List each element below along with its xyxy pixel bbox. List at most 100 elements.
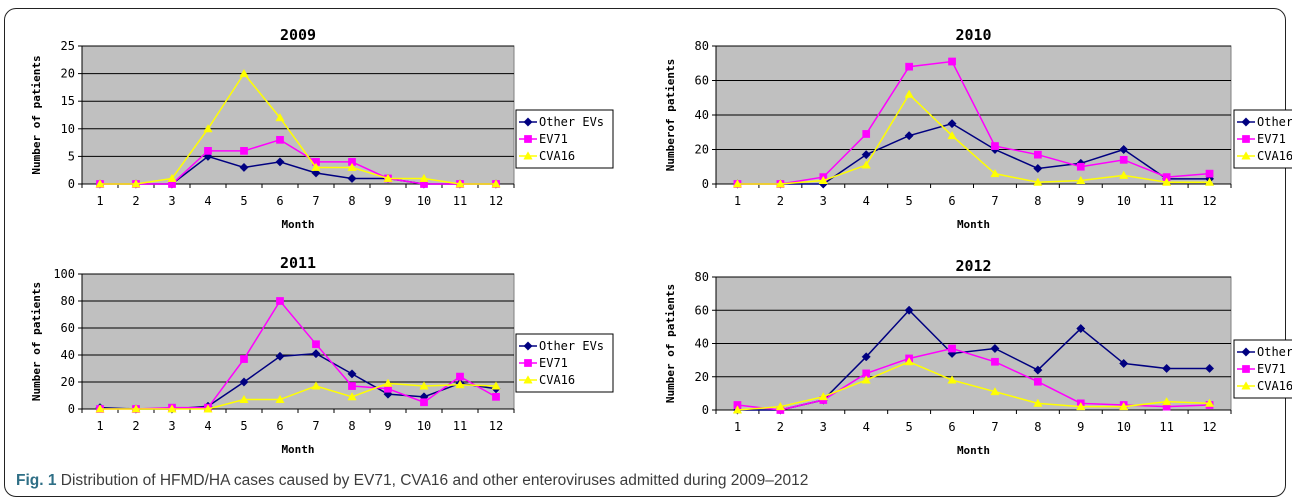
data-point — [1205, 169, 1214, 178]
legend-marker — [1241, 151, 1251, 160]
data-point — [904, 131, 914, 141]
data-point — [1034, 377, 1042, 386]
series-line-other-evs — [737, 122, 1210, 185]
data-point — [1161, 177, 1172, 186]
x-tick-label: 12 — [1202, 194, 1216, 208]
x-tick-label: 8 — [348, 194, 355, 208]
x-tick-label: 1 — [734, 194, 741, 208]
y-tick-label: 10 — [61, 122, 75, 136]
data-point — [239, 394, 249, 403]
x-tick-label: 6 — [276, 194, 283, 208]
data-point — [1204, 177, 1215, 186]
x-axis-label: Month — [957, 218, 990, 231]
data-point — [311, 162, 321, 171]
y-tick-label: 80 — [695, 39, 709, 53]
caption-label: Fig. 1 — [16, 472, 57, 489]
data-point — [239, 162, 249, 172]
x-tick-label: 8 — [1034, 194, 1041, 208]
x-tick-label: 7 — [312, 419, 319, 433]
data-point — [1076, 401, 1086, 411]
y-tick-label: 80 — [695, 270, 709, 284]
y-tick-label: 0 — [702, 403, 709, 417]
data-point — [1204, 398, 1215, 407]
legend-marker — [1242, 135, 1250, 143]
x-tick-label: 11 — [1159, 420, 1173, 434]
data-point — [1119, 170, 1129, 179]
legend-label: Other EVs — [539, 339, 604, 353]
data-point — [1076, 323, 1086, 334]
data-point — [347, 369, 357, 379]
x-tick-label: 12 — [1202, 420, 1216, 434]
y-axis-label: Number of patients — [30, 55, 43, 174]
chart-title: 2011 — [280, 254, 316, 272]
figure-caption: Fig. 1 Distribution of HFMD/HA cases cau… — [16, 472, 808, 490]
data-point — [904, 357, 914, 366]
legend-label: Other EVs — [1257, 115, 1292, 129]
x-tick-label: 12 — [489, 194, 503, 208]
data-point — [383, 173, 393, 182]
x-tick-label: 8 — [348, 419, 355, 433]
x-tick-label: 4 — [204, 419, 211, 433]
x-tick-label: 10 — [417, 419, 431, 433]
y-tick-label: 20 — [695, 370, 709, 384]
series-line-ev71 — [100, 139, 496, 185]
data-point — [240, 355, 248, 363]
data-point — [1033, 177, 1043, 186]
data-point — [203, 124, 213, 133]
data-point — [491, 381, 501, 390]
data-point — [275, 113, 285, 122]
x-tick-label: 7 — [991, 420, 998, 434]
x-tick-label: 3 — [168, 194, 175, 208]
chart-title: 2010 — [955, 26, 991, 44]
chart-title: 2009 — [280, 26, 316, 44]
data-point — [1119, 144, 1129, 155]
data-point — [239, 68, 249, 78]
x-tick-label: 1 — [734, 420, 741, 434]
legend-marker — [524, 135, 532, 143]
data-point — [947, 119, 957, 129]
x-tick-label: 10 — [1116, 194, 1130, 208]
legend-label: CVA16 — [1257, 379, 1292, 393]
y-tick-label: 60 — [695, 303, 709, 317]
x-tick-label: 5 — [240, 419, 247, 433]
y-tick-label: 15 — [61, 94, 75, 108]
legend: Other EVs EV71 CVA16 — [515, 109, 614, 169]
x-tick-label: 9 — [384, 419, 391, 433]
legend: Other EVs EV71 CVA16 — [1233, 339, 1292, 399]
x-tick-label: 2 — [777, 420, 784, 434]
legend-label: Other EVs — [539, 115, 604, 129]
data-point — [348, 382, 356, 390]
x-tick-label: 4 — [863, 194, 870, 208]
y-axis-label: Number of patients — [30, 282, 43, 401]
x-tick-label: 3 — [168, 419, 175, 433]
y-axis-label: Number of patients — [664, 284, 677, 403]
figure-frame — [4, 8, 1286, 497]
x-axis-label: Month — [281, 218, 314, 231]
x-tick-label: 9 — [1077, 194, 1084, 208]
x-tick-label: 1 — [96, 194, 103, 208]
data-point — [947, 375, 957, 384]
data-point — [861, 375, 871, 384]
data-point — [905, 62, 913, 71]
y-tick-label: 60 — [61, 321, 75, 335]
legend: Other EVs EV71 CVA16 — [1233, 109, 1292, 169]
legend-label: CVA16 — [539, 149, 575, 163]
data-point — [347, 173, 357, 184]
x-tick-label: 7 — [991, 194, 998, 208]
caption-text: Distribution of HFMD/HA cases caused by … — [56, 472, 809, 489]
x-tick-label: 11 — [453, 194, 467, 208]
data-point — [775, 401, 786, 411]
y-tick-label: 0 — [68, 177, 75, 191]
y-tick-label: 60 — [695, 74, 709, 88]
x-tick-label: 1 — [96, 419, 103, 433]
data-point — [347, 392, 357, 401]
plot-area — [81, 45, 515, 185]
legend-marker — [523, 117, 533, 127]
data-point — [383, 378, 393, 387]
legend-label: EV71 — [1257, 362, 1286, 376]
x-tick-label: 9 — [1077, 420, 1084, 434]
data-point — [861, 160, 871, 169]
